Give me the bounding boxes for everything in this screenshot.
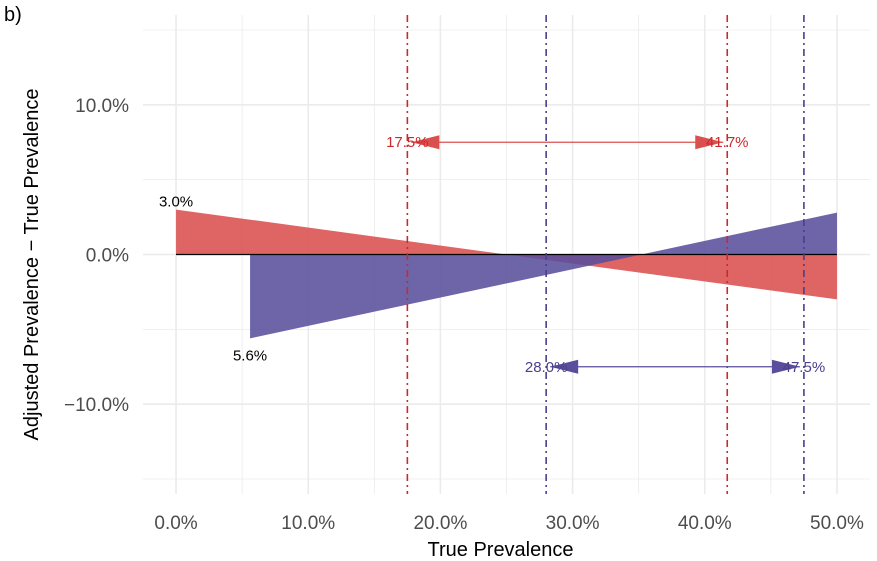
interval-arrowhead-left-purple [550, 359, 579, 374]
area-series-purple [250, 212, 837, 339]
interval-arrowhead-left-red [411, 135, 440, 150]
start-value-label-purple: 5.6% [233, 347, 267, 364]
x-tick-label: 20.0% [413, 513, 467, 534]
interval-high-label-red: 41.7% [706, 134, 749, 151]
interval-low-label-purple: 28.0% [525, 359, 568, 376]
y-tick-label: −10.0% [64, 395, 129, 416]
y-tick-label: 0.0% [86, 246, 129, 267]
x-tick-label: 10.0% [281, 513, 335, 534]
x-axis-title: True Prevalence [428, 539, 574, 561]
x-tick-label: 0.0% [154, 513, 197, 534]
interval-arrowhead-right-red [695, 135, 724, 150]
x-tick-label: 30.0% [546, 513, 600, 534]
panel-label: b) [4, 4, 22, 26]
interval-high-label-purple: 47.5% [783, 359, 826, 376]
interval-arrowhead-right-purple [771, 359, 800, 374]
y-axis-title: Adjusted Prevalence − True Prevalence [21, 89, 43, 441]
y-tick-label: 10.0% [75, 96, 129, 117]
x-tick-label: 50.0% [810, 513, 864, 534]
start-value-label-red: 3.0% [159, 194, 193, 211]
x-tick-label: 40.0% [678, 513, 732, 534]
interval-low-label-red: 17.5% [386, 134, 429, 151]
